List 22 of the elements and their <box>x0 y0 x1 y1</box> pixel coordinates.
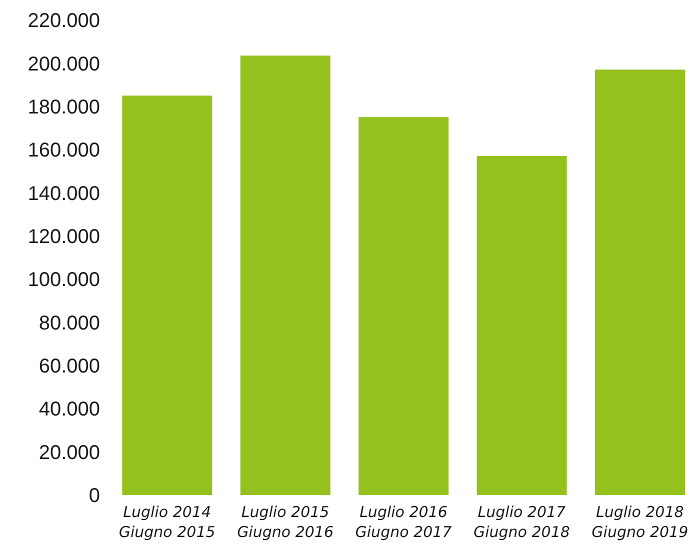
x-tick-label: Luglio 2015 Giugno 2016 <box>237 503 334 541</box>
y-tick-label: 140.000 <box>28 182 100 205</box>
y-tick-label: 120.000 <box>28 226 100 248</box>
y-tick-label: 200.000 <box>28 53 100 76</box>
bar <box>594 70 685 495</box>
bar <box>240 56 330 495</box>
y-tick-label: 0 <box>88 485 100 508</box>
y-tick-label: 40.000 <box>38 398 100 421</box>
bar <box>122 96 212 495</box>
x-tick-label: Luglio 2018 Giugno 2019 <box>592 503 688 541</box>
y-tick-label: 80.000 <box>38 312 100 334</box>
x-tick-label: Luglio 2016 Giugno 2017 <box>355 503 452 541</box>
x-tick-label: Luglio 2014 Giugno 2015 <box>118 503 216 541</box>
y-tick-label: 160.000 <box>28 140 100 162</box>
y-tick-label: 220.000 <box>28 10 100 32</box>
y-tick-label: 180.000 <box>28 96 100 118</box>
y-tick-label: 100.000 <box>28 269 100 292</box>
bar <box>358 117 449 495</box>
bar <box>476 156 567 495</box>
y-tick-label: 20.000 <box>38 442 100 464</box>
x-tick-label: Luglio 2017 Giugno 2018 <box>473 503 570 541</box>
y-tick-label: 60.000 <box>38 356 100 378</box>
